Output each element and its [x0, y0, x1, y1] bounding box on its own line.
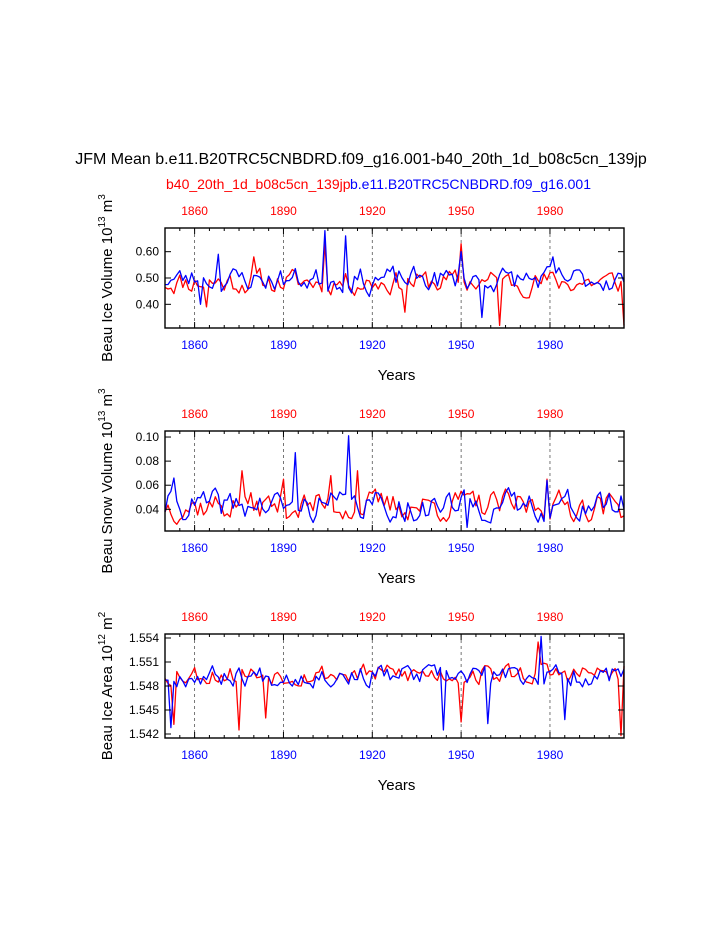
- y-axis-label: Beau Ice Volume 1013 m3: [97, 194, 116, 362]
- plots-group: 1860 1860 1890 1890 1920 1920 1950 1950 1980 1980…: [97, 194, 625, 794]
- y-tick-label: 0.40: [136, 297, 160, 311]
- x-tick-label-top: 1920: [359, 204, 386, 218]
- series-line-blue: [164, 229, 625, 319]
- x-tick-label-bottom: 1890: [270, 748, 297, 762]
- series-line-red: [164, 243, 625, 327]
- y-tick-label: 0.10: [136, 430, 160, 444]
- y-tick-label: 0.08: [136, 454, 160, 468]
- x-tick-label-bottom: 1920: [359, 541, 386, 555]
- x-tick-label-top: 1890: [270, 204, 297, 218]
- x-tick-label-top: 1980: [537, 610, 564, 624]
- x-tick-label-bottom: 1860: [181, 748, 208, 762]
- x-tick-label-bottom: 1860: [181, 541, 208, 555]
- x-tick-label-top: 1950: [448, 204, 475, 218]
- x-tick-label-bottom: 1920: [359, 338, 386, 352]
- legend-red-case: b40_20th_1d_b08c5cn_139jp: [166, 176, 351, 192]
- x-tick-label-bottom: 1980: [537, 541, 564, 555]
- x-tick-label-bottom: 1980: [537, 748, 564, 762]
- plot-frame: [164, 430, 625, 532]
- x-axis-label: Years: [378, 570, 416, 587]
- y-tick-label: 1.545: [129, 703, 159, 717]
- x-tick-label-bottom: 1950: [448, 748, 475, 762]
- y-axis-label: Beau Ice Area 1012 m2: [97, 611, 116, 760]
- x-tick-label-bottom: 1980: [537, 338, 564, 352]
- series-line-red: [164, 641, 625, 737]
- x-tick-label-bottom: 1890: [270, 541, 297, 555]
- x-tick-label-bottom: 1920: [359, 748, 386, 762]
- x-tick-label-bottom: 1890: [270, 338, 297, 352]
- y-axis-label: Beau Snow Volume 1013 m3: [97, 388, 116, 574]
- x-tick-label-bottom: 1860: [181, 338, 208, 352]
- panel-snow-volume: 1860 1860 1890 1890 1920 1920 1950 1950 1980 1980…: [97, 388, 625, 587]
- x-tick-label-top: 1980: [537, 204, 564, 218]
- y-tick-label: 0.60: [136, 245, 160, 259]
- y-tick-label: 0.04: [136, 502, 160, 516]
- panel-ice-area: 1860 1860 1890 1890 1920 1920 1950 1950 1980 1980…: [97, 610, 625, 794]
- y-tick-label: 1.551: [129, 655, 159, 669]
- x-tick-label-top: 1890: [270, 610, 297, 624]
- panel-ice-volume: 1860 1860 1890 1890 1920 1920 1950 1950 1980 1980…: [97, 194, 625, 384]
- y-tick-label: 1.554: [129, 631, 159, 645]
- x-tick-label-bottom: 1950: [448, 338, 475, 352]
- series-line-blue: [164, 435, 625, 529]
- legend-blue-case: b.e11.B20TRC5CNBDRD.f09_g16.001: [350, 176, 591, 192]
- y-tick-label: 0.50: [136, 271, 160, 285]
- plot-frame: [164, 633, 625, 739]
- x-tick-label-top: 1860: [181, 407, 208, 421]
- x-tick-label-top: 1920: [359, 407, 386, 421]
- x-tick-label-bottom: 1950: [448, 541, 475, 555]
- x-tick-label-top: 1980: [537, 407, 564, 421]
- x-tick-label-top: 1890: [270, 407, 297, 421]
- x-tick-label-top: 1860: [181, 204, 208, 218]
- x-tick-label-top: 1950: [448, 407, 475, 421]
- y-tick-label: 1.542: [129, 727, 159, 741]
- x-axis-label: Years: [378, 367, 416, 384]
- y-tick-label: 1.548: [129, 679, 159, 693]
- series-line-blue: [164, 635, 625, 731]
- x-tick-label-top: 1860: [181, 610, 208, 624]
- x-tick-label-top: 1920: [359, 610, 386, 624]
- series-line-red: [164, 470, 625, 525]
- chart-title: JFM Mean b.e11.B20TRC5CNBDRD.f09_g16.001…: [75, 151, 647, 168]
- x-axis-label: Years: [378, 777, 416, 794]
- y-tick-label: 0.06: [136, 478, 160, 492]
- x-tick-label-top: 1950: [448, 610, 475, 624]
